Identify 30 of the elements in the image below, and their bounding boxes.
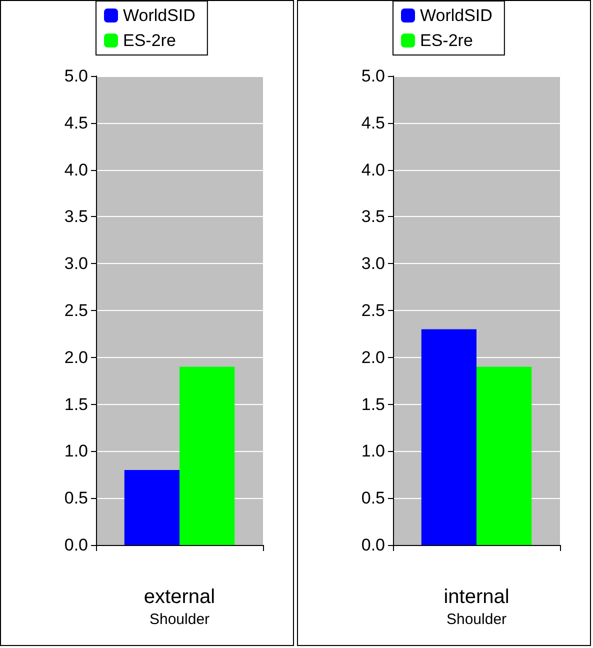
x-axis-title: Shoulder bbox=[446, 610, 507, 628]
legend-label: WorldSID bbox=[123, 6, 196, 25]
y-tick-label: 2.5 bbox=[64, 301, 88, 320]
y-tick-label: 0.5 bbox=[361, 488, 385, 508]
y-tick-label: 4.0 bbox=[361, 160, 385, 180]
x-axis-title: Shoulder bbox=[149, 610, 210, 628]
x-tick-label: internal bbox=[444, 586, 510, 608]
y-tick-label: 3.0 bbox=[64, 254, 88, 274]
y-tick-label: 4.5 bbox=[64, 113, 88, 132]
y-tick-label: 5.0 bbox=[64, 66, 88, 86]
y-tick-label: 3.0 bbox=[361, 254, 385, 274]
y-tick-label: 4.0 bbox=[64, 160, 88, 180]
y-tick-label: 0.0 bbox=[361, 536, 385, 554]
y-tick-label: 2.0 bbox=[64, 348, 88, 367]
y-tick-label: 0.5 bbox=[64, 488, 88, 508]
y-tick-label: 4.5 bbox=[361, 113, 385, 132]
y-tick-label: 5.0 bbox=[361, 66, 385, 86]
y-tick-label: 0.0 bbox=[64, 536, 88, 554]
y-tick-label: 3.5 bbox=[64, 207, 88, 226]
legend-label: ES-2re bbox=[123, 31, 176, 50]
y-tick-label: 1.5 bbox=[361, 394, 385, 414]
y-tick-label: 1.0 bbox=[361, 442, 385, 461]
y-tick-label: 2.0 bbox=[361, 348, 385, 367]
y-tick-label: 3.5 bbox=[361, 207, 385, 226]
y-tick-label: 1.5 bbox=[64, 394, 88, 414]
y-tick-label: 2.5 bbox=[361, 301, 385, 320]
legend-label: WorldSID bbox=[420, 6, 492, 25]
legend-label: ES-2re bbox=[420, 31, 473, 50]
y-tick-label: 1.0 bbox=[64, 442, 88, 461]
x-tick-label: external bbox=[144, 586, 216, 608]
